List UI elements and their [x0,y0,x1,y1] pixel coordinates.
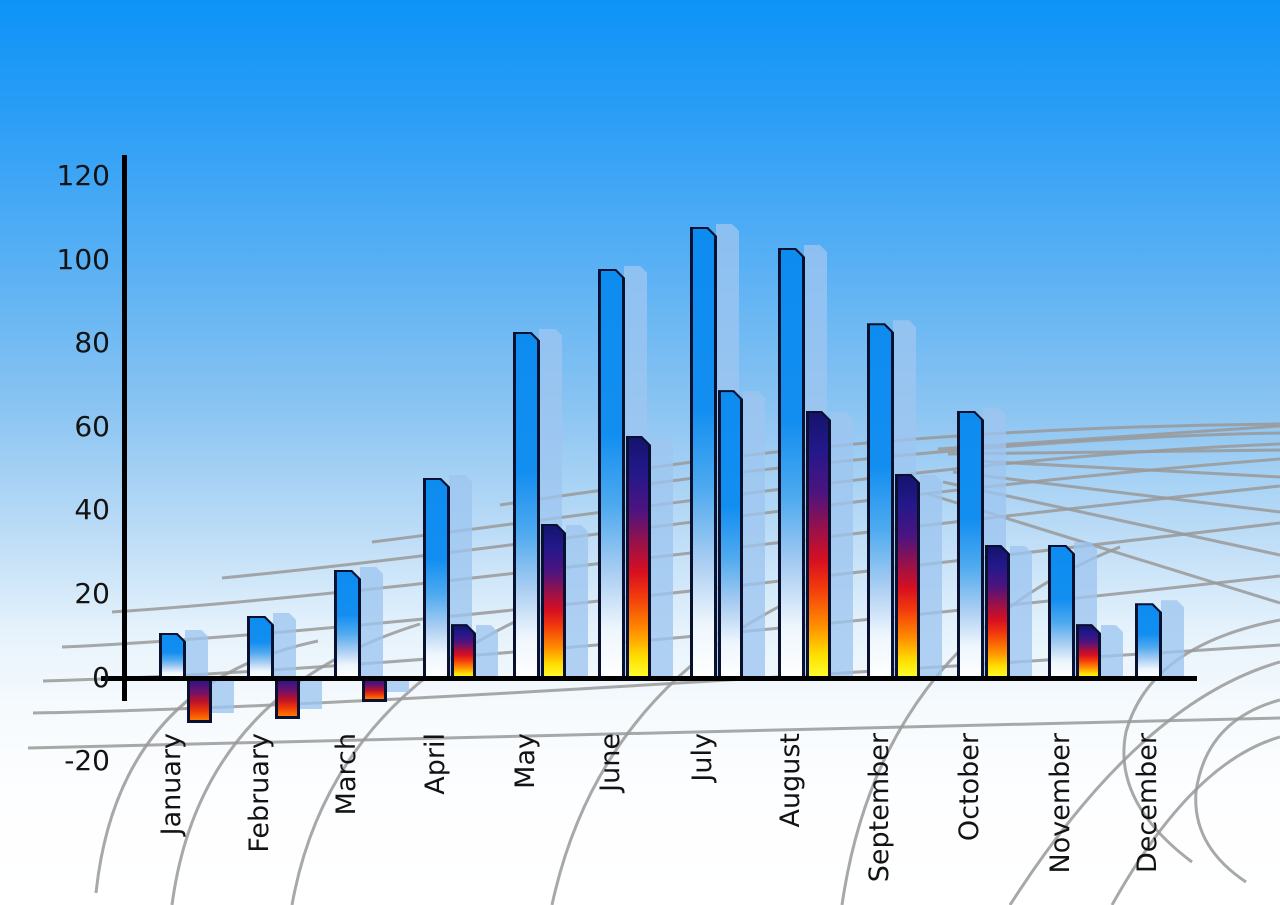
x-label-text: July [687,733,718,782]
bar-june-primary-fill [601,271,622,679]
bar-march-secondary-shadow [387,679,409,693]
y-tick-label-0: 0 [92,660,110,694]
bar-february-secondary-shadow [300,679,322,710]
x-label-text: February [244,733,275,853]
bar-june-primary [598,269,625,679]
y-tick-label-80: 80 [74,326,110,360]
x-label-text: May [510,733,541,789]
bar-january-primary-shadow [185,630,208,679]
x-label-text: June [595,733,626,792]
bar-november-primary [1048,545,1075,679]
bar-september-secondary-fill [898,476,917,679]
bar-november-secondary [1076,624,1101,678]
x-label-june: June [595,733,629,905]
bar-july-secondary [718,390,743,678]
bar-october-secondary-fill [988,547,1007,679]
bar-january-primary-fill [162,635,183,679]
bar-february-primary-shadow [273,613,296,679]
bar-april-primary-fill [426,480,447,679]
bar-march-secondary-fill [365,679,384,700]
bar-september-primary [867,323,894,678]
bar-september-secondary [895,474,920,679]
bar-august-primary [778,248,805,679]
bar-october-primary-fill [960,413,981,679]
bar-november-primary-fill [1051,547,1072,679]
x-label-text: April [420,733,451,795]
x-label-october: October [954,733,988,905]
bar-february-secondary-fill [278,679,297,717]
bar-april-secondary [451,624,476,678]
x-label-december: December [1132,733,1166,905]
bar-march-primary-shadow [360,567,383,679]
bar-february-primary-fill [250,618,271,679]
bar-april-secondary-shadow [476,625,498,678]
bar-august-primary-fill [781,250,802,679]
bar-june-secondary-fill [629,438,648,678]
bar-august-secondary-shadow [831,412,853,679]
x-label-february: February [244,733,278,905]
bar-september-primary-fill [870,325,891,678]
bar-september-secondary-shadow [920,475,942,679]
bar-april-secondary-fill [454,626,473,678]
bar-july-primary-fill [693,229,714,678]
x-label-november: November [1045,733,1079,905]
bar-october-primary [957,411,984,679]
x-label-september: September [864,733,898,905]
bar-march-primary-fill [337,572,358,679]
bar-january-secondary-shadow [212,679,234,714]
bar-august-secondary-fill [809,413,828,679]
bar-august-secondary [806,411,831,679]
bar-may-secondary [541,524,566,679]
x-label-text: January [156,733,187,836]
bar-october-secondary-shadow [1010,546,1032,679]
x-label-text: December [1132,733,1163,874]
x-label-text: August [775,733,806,828]
bar-january-secondary [187,679,212,724]
bar-december-primary [1135,603,1162,678]
bar-june-secondary-shadow [651,437,673,678]
y-tick-label-20: 20 [74,576,110,610]
y-tick-label-60: 60 [74,409,110,443]
x-label-march: March [331,733,365,905]
bar-november-secondary-shadow [1101,625,1123,678]
bar-december-primary-fill [1138,605,1159,678]
x-label-may: May [510,733,544,905]
bar-july-secondary-shadow [743,391,765,678]
bar-january-primary [159,633,186,679]
bar-march-primary [334,570,361,679]
x-label-july: July [687,733,721,905]
x-label-text: September [864,733,895,883]
x-label-august: August [775,733,809,905]
bar-may-primary-fill [516,334,537,679]
bar-october-secondary [985,545,1010,679]
x-axis-line [101,676,1197,681]
bar-december-primary-shadow [1161,600,1184,678]
y-axis-line [122,155,127,701]
y-tick-label--20: -20 [64,744,110,778]
bar-april-primary [423,478,450,679]
y-tick-label-40: 40 [74,493,110,527]
bar-june-secondary [626,436,651,678]
x-label-april: April [420,733,454,905]
x-label-january: January [156,733,190,905]
bar-january-secondary-fill [190,679,209,721]
bar-may-secondary-fill [544,526,563,679]
x-label-text: October [954,733,985,842]
bar-march-secondary [362,679,387,703]
bar-february-secondary [275,679,300,720]
x-label-text: March [331,733,362,816]
bar-july-primary [690,227,717,678]
bar-july-secondary-fill [721,392,740,678]
bar-may-primary [513,332,540,679]
bar-february-primary [247,616,274,679]
bar-may-secondary-shadow [566,525,588,679]
x-label-text: November [1045,733,1076,874]
y-tick-label-120: 120 [56,158,110,192]
y-tick-label-100: 100 [56,242,110,276]
bar-november-secondary-fill [1079,626,1098,678]
